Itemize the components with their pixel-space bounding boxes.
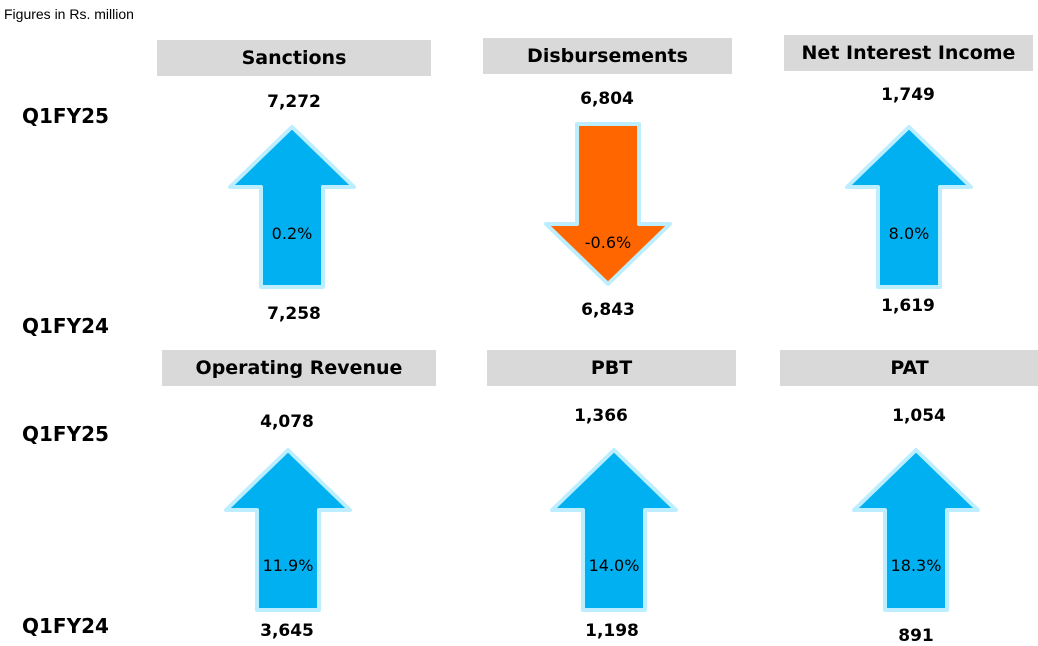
up-arrow-icon: 14.0%	[550, 448, 678, 612]
metric-change-label: 11.9%	[263, 556, 314, 575]
metric-previous-value: 6,843	[581, 300, 635, 320]
metric-header-pbt: PBT	[487, 350, 736, 386]
metric-change-label: 14.0%	[589, 556, 640, 575]
units-note: Figures in Rs. million	[4, 6, 134, 22]
metric-current-value: 1,749	[881, 85, 935, 105]
metric-header-pat: PAT	[780, 350, 1038, 386]
metric-previous-value: 3,645	[260, 621, 314, 641]
metric-current-value: 6,804	[580, 89, 634, 109]
row-label-current-bottom: Q1FY25	[22, 422, 109, 446]
metric-current-value: 1,366	[574, 406, 628, 426]
up-arrow-icon: 18.3%	[852, 448, 980, 612]
up-arrow-icon: 8.0%	[845, 125, 973, 289]
metric-previous-value: 7,258	[267, 304, 321, 324]
up-arrow-icon: 0.2%	[228, 125, 356, 289]
metric-header-net-interest-income: Net Interest Income	[784, 35, 1033, 71]
up-arrow-icon: 11.9%	[224, 448, 352, 612]
metric-header-operating-revenue: Operating Revenue	[162, 350, 436, 386]
metric-previous-value: 1,198	[585, 621, 639, 641]
metric-change-label: 8.0%	[889, 224, 930, 243]
row-label-current-top: Q1FY25	[22, 104, 109, 128]
metric-current-value: 7,272	[267, 92, 321, 112]
metric-previous-value: 1,619	[881, 296, 935, 316]
metric-header-sanctions: Sanctions	[157, 40, 431, 76]
row-label-previous-bottom: Q1FY24	[22, 614, 109, 638]
down-arrow-icon: -0.6%	[544, 122, 672, 286]
metric-header-disbursements: Disbursements	[483, 38, 732, 74]
metric-current-value: 4,078	[260, 412, 314, 432]
metric-change-label: 0.2%	[272, 224, 313, 243]
metric-change-label: -0.6%	[585, 233, 631, 252]
metric-previous-value: 891	[898, 626, 934, 646]
row-label-previous-top: Q1FY24	[22, 314, 109, 338]
metric-change-label: 18.3%	[891, 556, 942, 575]
metric-current-value: 1,054	[892, 406, 946, 426]
